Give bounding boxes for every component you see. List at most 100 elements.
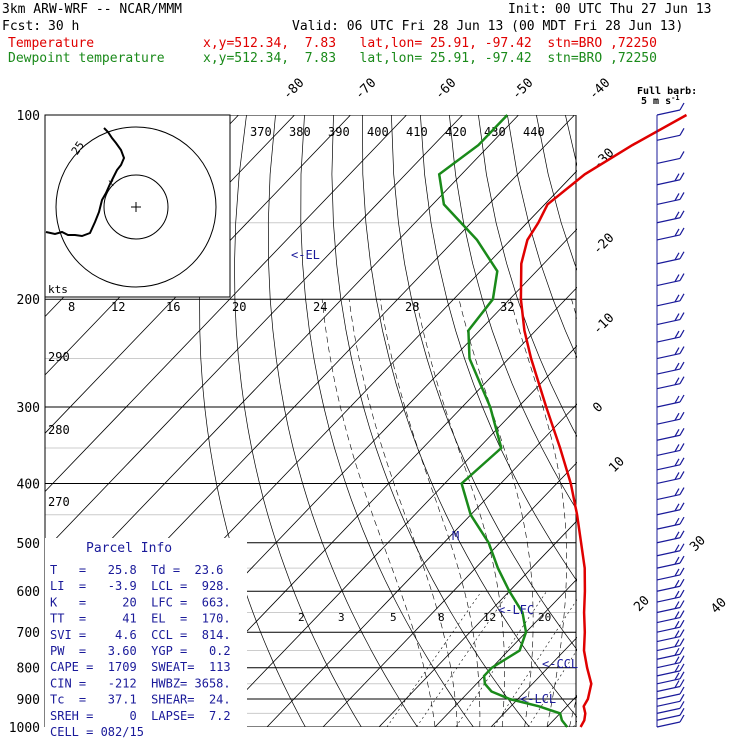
forecast-label: Fcst: xyxy=(2,19,42,34)
wind-barb-shaft xyxy=(656,300,681,307)
wind-barb-shaft xyxy=(656,562,681,569)
dewpoint-station-info: x,y=512.34, 7.83 lat,lon= 25.91, -97.42 … xyxy=(203,51,657,66)
wind-barb xyxy=(656,502,685,516)
mixing-ratio-label: 5 xyxy=(390,611,397,624)
moist-adiabat xyxy=(510,299,568,727)
mixing-ratio-label: 8 xyxy=(438,611,445,624)
wind-barb-flag xyxy=(679,686,685,695)
wind-barb xyxy=(656,646,685,660)
wind-barb-shaft xyxy=(656,109,681,116)
isotherm-line xyxy=(266,403,577,727)
wind-barb-flag xyxy=(674,556,680,565)
wind-barb-flag xyxy=(679,227,685,236)
wind-barb-flag xyxy=(674,458,680,467)
wind-barb-shaft xyxy=(656,493,681,501)
dry-adiabat xyxy=(565,115,577,167)
wind-barb xyxy=(656,655,685,669)
wind-barb-shaft xyxy=(656,523,681,530)
theta-e-label: 410 xyxy=(406,125,428,139)
wind-barb xyxy=(656,210,685,224)
model-title: 3km ARW-WRF -- NCAR/MMM xyxy=(2,2,183,17)
wind-barb-flag xyxy=(679,655,685,663)
wind-barb-flag xyxy=(674,488,680,496)
wind-barb-flag xyxy=(674,630,680,638)
wind-barb-shaft xyxy=(656,574,681,581)
wind-barb-flag xyxy=(674,568,680,577)
wind-barb xyxy=(656,427,685,441)
wind-barb-flag xyxy=(679,679,685,687)
wind-barb-shaft xyxy=(656,217,681,224)
wind-barb-flag xyxy=(674,503,680,512)
wind-barb-flag xyxy=(679,329,685,338)
moist-adiabat xyxy=(415,299,505,727)
isotherm-label: -70 xyxy=(352,76,379,103)
wind-barb-flag xyxy=(679,273,685,281)
isotherm-label: -10 xyxy=(590,311,617,338)
wind-barb-flag xyxy=(674,639,680,647)
wind-barb-shaft xyxy=(656,700,681,707)
isotherm-label: -60 xyxy=(432,76,459,103)
ccl-annotation: <-CCL xyxy=(542,657,578,671)
wind-barb-flag xyxy=(674,395,680,404)
wind-barb-flag xyxy=(674,428,680,437)
wind-barb xyxy=(656,600,685,614)
wind-barb-flag xyxy=(679,128,685,136)
wind-barb-flag xyxy=(679,427,685,436)
wind-barb xyxy=(656,128,685,141)
wind-barb-flag xyxy=(674,211,680,220)
wind-barb-flag xyxy=(679,251,685,260)
parcel-info-row: CAPE = 1709 SWEAT= 113 xyxy=(50,660,231,674)
wind-barb-flag xyxy=(679,457,685,466)
wind-barb-flag xyxy=(674,579,680,588)
wind-barb-flag xyxy=(679,411,685,420)
wind-barb-flag xyxy=(679,516,685,525)
dry-adiabat xyxy=(536,115,577,271)
dry-adiabat xyxy=(681,115,740,740)
hodograph-ring-outer xyxy=(55,126,217,288)
pressure-tick-label: 500 xyxy=(17,537,40,552)
wind-barb-flag xyxy=(679,210,685,219)
wind-barb-shaft xyxy=(656,670,681,677)
wind-barb xyxy=(656,701,685,714)
wind-barb xyxy=(656,714,685,728)
wind-barb-shaft xyxy=(656,626,681,633)
parcel-info-row: SREH = 0 LAPSE= 7.2 xyxy=(50,709,231,723)
wind-barb xyxy=(656,629,685,643)
wind-barb-flag xyxy=(674,252,680,261)
wind-barb xyxy=(656,443,685,457)
wind-barb-flag xyxy=(679,707,685,716)
mixing-ratio-label: 3 xyxy=(338,611,345,624)
parcel-info-row: K = 20 LFC = 663. xyxy=(50,595,231,609)
theta-e-label: 380 xyxy=(289,125,311,139)
wind-barb-flag xyxy=(674,517,680,526)
wind-barb xyxy=(656,707,685,721)
wind-barb-flag xyxy=(679,663,685,672)
wind-barb-shaft xyxy=(656,336,681,343)
wind-barb-flag xyxy=(679,502,685,511)
wind-barb-shaft xyxy=(656,721,681,728)
wind-barb-flag xyxy=(679,543,685,552)
theta-label: 270 xyxy=(48,495,70,509)
wind-barb xyxy=(656,172,685,186)
wind-barb-shaft xyxy=(656,509,681,516)
wind-barb-shaft xyxy=(656,477,681,485)
wind-barb xyxy=(656,567,685,581)
wind-barb-shaft xyxy=(656,352,681,360)
wind-barb xyxy=(656,530,685,544)
barb-legend-line2: 5 m s-1 xyxy=(641,94,680,107)
mixing-ratio-line xyxy=(455,591,547,727)
wind-barb-flag xyxy=(679,693,685,702)
theta-e-label: 400 xyxy=(367,125,389,139)
wind-barb-shaft xyxy=(656,464,681,471)
wind-barb-shaft xyxy=(656,707,681,714)
wind-barb-flag xyxy=(679,312,685,320)
wind-barb-flag xyxy=(674,647,680,656)
wind-barb xyxy=(656,102,685,116)
parcel-info-row: Tc = 37.1 SHEAR= 24. xyxy=(50,693,231,707)
wind-barb-flag xyxy=(674,377,680,385)
wind-barb-flag xyxy=(679,671,685,680)
isotherm-label: 30 xyxy=(687,533,709,555)
wind-barb-flag xyxy=(679,151,685,159)
el-annotation: <-EL xyxy=(291,248,320,262)
mixing-ratio-line xyxy=(493,599,577,727)
